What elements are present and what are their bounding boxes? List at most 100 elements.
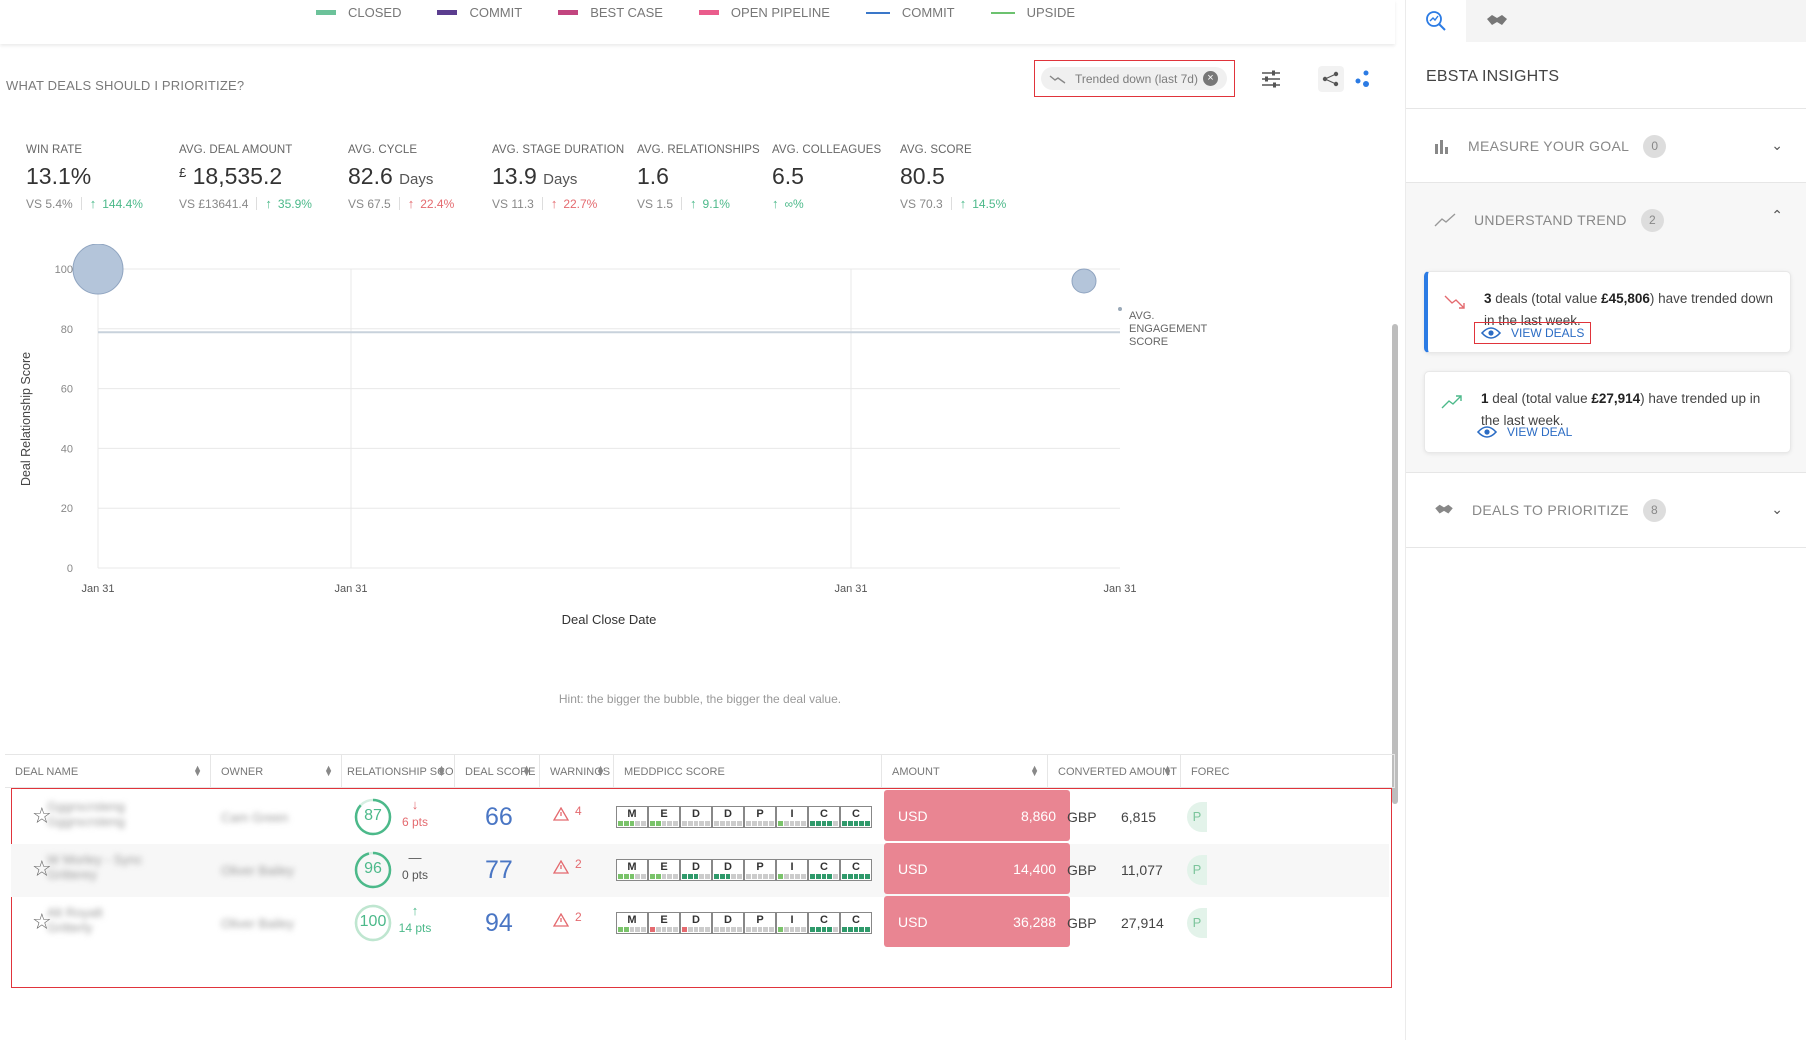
main-scrollbar[interactable]: [1392, 324, 1398, 804]
column-header[interactable]: DEAL SCORE ▲ ▼: [455, 755, 540, 788]
chart-hint: Hint: the bigger the bubble, the bigger …: [558, 692, 842, 706]
deal-name[interactable]: W Morley - Sync Gritterey: [47, 852, 143, 882]
legend-item[interactable]: COMMIT: [865, 5, 955, 20]
sort-icon[interactable]: ▲ ▼: [1163, 763, 1172, 778]
tab-insights[interactable]: [1406, 0, 1466, 42]
amount-cell: USD 14,400: [884, 843, 1070, 894]
arrow-up-icon: ↑: [690, 196, 697, 211]
tree-view-icon[interactable]: [1318, 66, 1344, 92]
metric-label: AVG. SCORE: [900, 144, 972, 156]
metric-change: ↑ 22.4%: [407, 196, 455, 211]
legend-item[interactable]: CLOSED: [316, 5, 401, 20]
metric-value: 13.1%: [26, 163, 92, 189]
meddpicc-cell: M: [616, 859, 648, 881]
column-header[interactable]: OWNER ▲ ▼: [211, 755, 342, 788]
warnings[interactable]: 4: [553, 804, 582, 821]
converted-currency: GBP: [1067, 915, 1097, 931]
tab-deals[interactable]: [1466, 0, 1806, 42]
metric-change: ↑ 22.7%: [550, 196, 598, 211]
clear-filter-icon[interactable]: ×: [1203, 71, 1218, 86]
x-tick-label: Jan 31: [334, 583, 367, 595]
sort-icon[interactable]: ▲ ▼: [324, 763, 333, 778]
metric-card: AVG. STAGE DURATION 13.9 Days VS 11.3 ↑ 22.7…: [492, 144, 624, 211]
legend-item[interactable]: COMMIT: [437, 5, 522, 20]
deal-score: 66: [485, 803, 513, 831]
metric-comparison: VS 67.5 ↑ 22.4%: [348, 196, 455, 211]
meddpicc-cell: C: [840, 806, 872, 828]
avg-marker: [1118, 307, 1122, 311]
column-header[interactable]: MEDDPICC SCORE: [614, 755, 882, 788]
forecast-pill[interactable]: P: [1187, 802, 1207, 832]
y-tick-label: 40: [61, 443, 73, 455]
insight-trended-down: 3 deals (total value £45,806) have trend…: [1424, 271, 1791, 353]
legend-item[interactable]: BEST CASE: [558, 5, 663, 20]
accordion-measure-goal[interactable]: MEASURE YOUR GOAL 0 ⌄: [1406, 108, 1806, 183]
trend-filter-chip[interactable]: Trended down (last 7d) ×: [1041, 67, 1227, 90]
legend-item[interactable]: OPEN PIPELINE: [698, 5, 830, 20]
metric-change: ↑ ∞%: [772, 196, 804, 211]
column-header[interactable]: CONVERTED AMOUNT ▲ ▼: [1048, 755, 1181, 788]
table-row[interactable]: ☆ Gggrscrsteng Gggrscrsteng Cam Green 87 ↓ 6 p…: [11, 790, 1389, 844]
insight-trended-up: 1 deal (total value £27,914) have trende…: [1424, 371, 1791, 453]
legend-swatch: [698, 10, 719, 15]
column-header[interactable]: AMOUNT ▲ ▼: [882, 755, 1048, 788]
legend-item[interactable]: UPSIDE: [990, 5, 1075, 20]
meddpicc-cell: C: [840, 859, 872, 881]
star-icon[interactable]: ☆: [32, 909, 52, 934]
column-header[interactable]: RELATIONSHIP SCORE▲▼: [342, 755, 455, 788]
sort-icon[interactable]: ▲ ▼: [1030, 763, 1039, 778]
star-icon[interactable]: ☆: [32, 856, 52, 881]
column-header[interactable]: FOREC: [1181, 755, 1395, 788]
filter-settings-icon[interactable]: [1258, 66, 1284, 92]
view-deals-link[interactable]: VIEW DEALS: [1474, 322, 1592, 344]
forecast-pill[interactable]: P: [1187, 855, 1207, 885]
metric-comparison: VS 70.3 ↑ 14.5%: [900, 196, 1007, 211]
meddpicc-cell: D: [712, 806, 744, 828]
table-row[interactable]: ☆ W Morley - Sync Gritterey Oliver Bailey 96…: [11, 843, 1389, 897]
forecast-legend: CLOSED COMMIT BEST CASE OPEN PIPELINE COMMIT…: [316, 5, 1111, 20]
metric-comparison: VS £13641.4 ↑ 35.9%: [179, 196, 312, 211]
warnings[interactable]: 2: [553, 910, 582, 927]
arrow-up-icon: ↑: [411, 903, 419, 918]
metric-change: ↑ 9.1%: [690, 196, 730, 211]
trend-filter-label: Trended down (last 7d): [1075, 71, 1198, 86]
view-deal-link[interactable]: VIEW DEAL: [1471, 422, 1578, 442]
column-header[interactable]: DEAL NAME ▲ ▼: [5, 755, 211, 788]
sort-icon[interactable]: ▲ ▼: [522, 763, 531, 778]
deal-score: 94: [485, 909, 513, 937]
amount-cell: USD 36,288: [884, 896, 1070, 947]
legend-label: OPEN PIPELINE: [730, 5, 830, 20]
sort-icon[interactable]: ▲ ▼: [596, 763, 605, 778]
meddpicc-cell: C: [808, 806, 840, 828]
warnings[interactable]: 2: [553, 857, 582, 874]
deal-name[interactable]: Alt Royalt Gritterly: [47, 905, 103, 935]
sidebar-tabs: [1406, 0, 1806, 42]
table-row[interactable]: ☆ Alt Royalt Gritterly Oliver Bailey 100 ↑ 14 …: [11, 896, 1389, 950]
deal-name[interactable]: Gggrscrsteng Gggrscrsteng: [47, 799, 126, 829]
sort-icon[interactable]: ▲ ▼: [193, 763, 202, 778]
forecast-pill[interactable]: P: [1187, 908, 1207, 938]
bubble-view-icon[interactable]: [1349, 66, 1375, 92]
avg-engagement-label: ENGAGEMENT: [1129, 323, 1208, 335]
accordion-deals-prioritize[interactable]: DEALS TO PRIORITIZE 8 ⌄: [1406, 472, 1806, 548]
y-tick-label: 20: [61, 503, 73, 515]
owner-name: Oliver Bailey: [221, 863, 294, 878]
deal-bubble-chart: 0 20 40 60 80 100 Jan 31 Jan 31 Jan 31 Jan 31 Deal…: [19, 244, 1208, 627]
deal-bubble[interactable]: [1071, 268, 1097, 294]
column-header[interactable]: WARNINGS ▲ ▼: [540, 755, 614, 788]
sort-icon[interactable]: ▲ ▼: [437, 763, 446, 778]
accordion-understand-trend[interactable]: UNDERSTAND TREND 2 ⌃ 3 deals (total valu…: [1406, 182, 1806, 472]
meddpicc-cell: I: [776, 806, 808, 828]
trend-up-icon: [1441, 395, 1462, 409]
legend-swatch: [990, 11, 1015, 14]
count-badge: 2: [1640, 208, 1664, 232]
deal-bubble[interactable]: [72, 244, 124, 295]
meddpicc-cell: M: [616, 912, 648, 934]
relationship-change: ↓ 6 pts: [395, 797, 435, 829]
relationship-score-ring: 96: [353, 850, 393, 890]
handshake-icon: [1487, 15, 1507, 25]
meddpicc-cell: D: [680, 859, 712, 881]
amount-cell: USD 8,860: [884, 790, 1070, 841]
star-icon[interactable]: ☆: [32, 803, 52, 828]
insight-text: 1 deal (total value £27,914) have trende…: [1481, 391, 1761, 428]
